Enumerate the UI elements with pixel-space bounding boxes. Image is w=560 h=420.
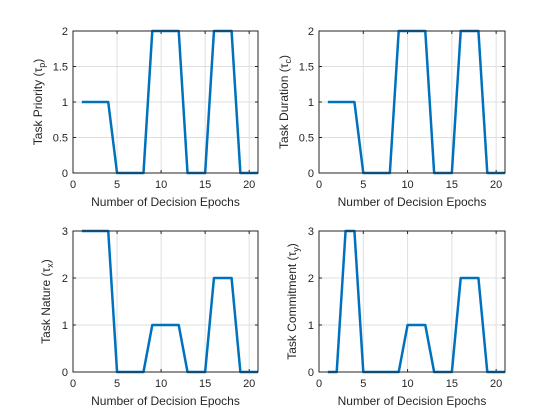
y-tick-label: 2 — [308, 26, 314, 38]
y-tick-label: 1 — [308, 320, 314, 332]
x-tick-label: 0 — [70, 179, 76, 191]
x-tick-label: 5 — [114, 179, 120, 191]
x-tick-label: 0 — [316, 179, 322, 191]
axes-box — [72, 30, 259, 174]
x-tick-label: 5 — [360, 179, 366, 191]
x-tick-label: 20 — [490, 179, 502, 191]
x-tick-label: 10 — [401, 179, 413, 191]
x-tick-label: 0 — [70, 378, 76, 390]
y-tick-label: 2 — [62, 273, 68, 285]
x-tick-label: 10 — [155, 378, 167, 390]
y-axis-label: Task Nature (τx) — [39, 259, 55, 344]
x-tick-label: 20 — [490, 378, 502, 390]
axes-box — [72, 230, 259, 373]
plot-area — [73, 231, 258, 372]
y-tick-label: 0 — [308, 168, 314, 180]
axes-box — [318, 30, 506, 174]
axes-box — [318, 230, 506, 373]
subplot-4: 0 5 10 15 20 0 1 2 3 Number of Decision Epochs Tas… — [285, 226, 506, 408]
y-tick-label: 2 — [62, 26, 68, 38]
x-tick-label: 20 — [243, 179, 255, 191]
plot-area — [319, 231, 505, 372]
x-axis-label: Number of Decision Epochs — [338, 195, 487, 209]
x-axis-label: Number of Decision Epochs — [91, 195, 240, 209]
y-axis-label: Task Commitment (τy) — [285, 243, 301, 360]
subplot-1: 0 5 10 15 20 0 0.5 1 1.5 2 Number of Decision Epoc… — [31, 26, 259, 209]
y-tick-label: 0.5 — [299, 133, 314, 145]
y-tick-label: 3 — [62, 226, 68, 238]
y-tick-label: 1.5 — [53, 62, 68, 74]
y-tick-label: 2 — [308, 273, 314, 285]
x-axis-label: Number of Decision Epochs — [338, 394, 487, 408]
y-axis-label: Task Duration (τc) — [277, 55, 293, 149]
x-axis-label: Number of Decision Epochs — [91, 394, 240, 408]
y-axis-label: Task Priority (τp) — [31, 59, 47, 145]
subplot-3: 0 5 10 15 20 0 1 2 3 Number of Decision Epochs Tas… — [39, 226, 259, 408]
series-line — [327, 229, 505, 374]
x-tick-label: 15 — [199, 179, 211, 191]
subplot-2: 0 5 10 15 20 0 0.5 1 1.5 2 Number of Decision Epoc… — [277, 26, 506, 209]
x-tick-label: 0 — [316, 378, 322, 390]
x-tick-label: 15 — [199, 378, 211, 390]
y-tick-label: 1 — [62, 320, 68, 332]
y-tick-label: 0 — [62, 367, 68, 379]
x-tick-label: 5 — [114, 378, 120, 390]
x-tick-label: 10 — [401, 378, 413, 390]
x-tick-label: 5 — [360, 378, 366, 390]
y-tick-label: 1.5 — [299, 62, 314, 74]
y-tick-label: 1 — [62, 97, 68, 109]
x-tick-label: 15 — [446, 179, 458, 191]
x-tick-label: 20 — [243, 378, 255, 390]
x-tick-label: 10 — [155, 179, 167, 191]
y-tick-label: 3 — [308, 226, 314, 238]
y-tick-label: 0 — [308, 367, 314, 379]
x-tick-label: 15 — [446, 378, 458, 390]
series-line — [81, 229, 258, 374]
y-tick-label: 0 — [62, 168, 68, 180]
y-tick-label: 1 — [308, 97, 314, 109]
y-tick-label: 0.5 — [53, 133, 68, 145]
